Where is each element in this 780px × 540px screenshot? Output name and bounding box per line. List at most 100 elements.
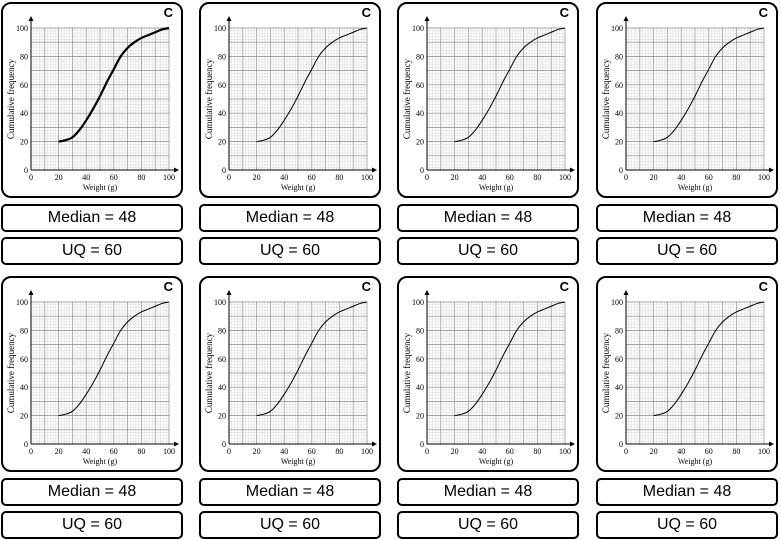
x-tick-label: 100 xyxy=(361,447,373,456)
y-tick-label: 100 xyxy=(214,298,226,307)
y-tick-label: 0 xyxy=(24,440,28,449)
x-tick-label: 20 xyxy=(55,447,63,456)
median-card[interactable]: Median = 48 xyxy=(199,204,381,232)
y-axis-title: Cumulative frequency xyxy=(402,58,412,139)
y-tick-label: 20 xyxy=(416,412,424,421)
y-tick-label: 80 xyxy=(20,52,28,61)
y-axis-arrow-icon xyxy=(623,16,629,21)
x-tick-label: 60 xyxy=(110,173,118,182)
x-axis-title: Weight (g) xyxy=(678,457,713,466)
median-card[interactable]: Median = 48 xyxy=(1,204,183,232)
x-tick-label: 60 xyxy=(506,447,514,456)
x-tick-label: 40 xyxy=(280,447,288,456)
grade-letter: C xyxy=(758,5,768,20)
upper-quartile-card[interactable]: UQ = 60 xyxy=(596,237,778,265)
x-tick-label: 100 xyxy=(758,173,770,182)
x-axis-arrow-icon xyxy=(372,441,377,447)
x-tick-label: 60 xyxy=(506,173,514,182)
y-tick-label: 40 xyxy=(615,109,623,118)
y-tick-label: 60 xyxy=(615,81,623,90)
x-tick-label: 60 xyxy=(705,173,713,182)
x-tick-label: 20 xyxy=(55,173,63,182)
cumulative-frequency-chart: 0 20 40 60 80 100 0 20 40 60 80 100 Weight (g) Cumula… xyxy=(601,16,774,192)
x-tick-label: 0 xyxy=(29,173,33,182)
y-axis-title: Cumulative frequency xyxy=(204,332,214,413)
y-tick-label: 20 xyxy=(416,138,424,147)
x-tick-label: 0 xyxy=(425,447,429,456)
grade-letter: C xyxy=(163,279,173,294)
x-tick-label: 100 xyxy=(559,173,571,182)
y-tick-label: 0 xyxy=(619,440,623,449)
x-axis-arrow-icon xyxy=(372,167,377,173)
x-tick-label: 0 xyxy=(624,447,628,456)
y-tick-label: 60 xyxy=(218,355,226,364)
x-tick-label: 0 xyxy=(227,447,231,456)
upper-quartile-card[interactable]: UQ = 60 xyxy=(199,511,381,539)
x-tick-label: 60 xyxy=(705,447,713,456)
x-tick-label: 0 xyxy=(227,173,231,182)
y-tick-label: 20 xyxy=(218,138,226,147)
y-tick-label: 40 xyxy=(416,383,424,392)
y-tick-label: 20 xyxy=(615,412,623,421)
y-axis-title: Cumulative frequency xyxy=(402,332,412,413)
upper-quartile-card[interactable]: UQ = 60 xyxy=(1,511,183,539)
x-tick-label: 60 xyxy=(110,447,118,456)
cumulative-frequency-curve xyxy=(454,27,566,143)
x-tick-label: 40 xyxy=(478,447,486,456)
median-card[interactable]: Median = 48 xyxy=(397,204,579,232)
median-card[interactable]: Median = 48 xyxy=(199,478,381,506)
chart-card: 0 20 40 60 80 100 0 20 40 60 80 100 Weight (g) Cumula… xyxy=(199,2,381,198)
y-tick-label: 60 xyxy=(218,81,226,90)
upper-quartile-card[interactable]: UQ = 60 xyxy=(596,511,778,539)
x-tick-label: 80 xyxy=(533,173,541,182)
y-tick-label: 0 xyxy=(24,166,28,175)
x-tick-label: 40 xyxy=(82,173,90,182)
median-card[interactable]: Median = 48 xyxy=(596,478,778,506)
y-tick-label: 80 xyxy=(615,326,623,335)
x-tick-label: 80 xyxy=(335,447,343,456)
x-tick-label: 80 xyxy=(335,173,343,182)
x-axis-title: Weight (g) xyxy=(479,183,514,192)
x-tick-label: 100 xyxy=(758,447,770,456)
x-axis-title: Weight (g) xyxy=(281,457,316,466)
x-axis-arrow-icon xyxy=(174,441,179,447)
upper-quartile-card[interactable]: UQ = 60 xyxy=(397,237,579,265)
cumulative-frequency-curve xyxy=(58,301,170,417)
median-card[interactable]: Median = 48 xyxy=(596,204,778,232)
y-tick-label: 80 xyxy=(416,52,424,61)
x-tick-label: 40 xyxy=(280,173,288,182)
y-tick-label: 40 xyxy=(416,109,424,118)
x-axis-title: Weight (g) xyxy=(479,457,514,466)
y-axis-arrow-icon xyxy=(424,290,430,295)
x-axis-arrow-icon xyxy=(769,441,774,447)
y-axis-arrow-icon xyxy=(226,290,232,295)
median-card[interactable]: Median = 48 xyxy=(1,478,183,506)
x-tick-label: 20 xyxy=(253,447,261,456)
y-tick-label: 60 xyxy=(20,355,28,364)
x-tick-label: 0 xyxy=(624,173,628,182)
cumulative-frequency-chart: 0 20 40 60 80 100 0 20 40 60 80 100 Weight (g) Cumula… xyxy=(204,16,377,192)
x-tick-label: 20 xyxy=(451,173,459,182)
y-axis-arrow-icon xyxy=(623,290,629,295)
cumulative-frequency-curve xyxy=(256,301,368,417)
cumulative-frequency-curve xyxy=(653,301,765,417)
upper-quartile-card[interactable]: UQ = 60 xyxy=(397,511,579,539)
y-axis-title: Cumulative frequency xyxy=(204,58,214,139)
x-tick-label: 80 xyxy=(732,173,740,182)
x-tick-label: 100 xyxy=(559,447,571,456)
y-tick-label: 20 xyxy=(218,412,226,421)
x-tick-label: 80 xyxy=(137,447,145,456)
upper-quartile-card[interactable]: UQ = 60 xyxy=(199,237,381,265)
y-axis-title: Cumulative frequency xyxy=(601,58,611,139)
cumulative-frequency-chart: 0 20 40 60 80 100 0 20 40 60 80 100 Weight (g) Cumula… xyxy=(6,290,179,466)
x-tick-label: 100 xyxy=(163,447,175,456)
y-tick-label: 80 xyxy=(218,52,226,61)
y-axis-arrow-icon xyxy=(28,290,34,295)
median-card[interactable]: Median = 48 xyxy=(397,478,579,506)
chart-card: 0 20 40 60 80 100 0 20 40 60 80 100 Weight (g) Cumula… xyxy=(199,276,381,472)
chart-card: 0 20 40 60 80 100 0 20 40 60 80 100 Weight (g) Cumula… xyxy=(397,2,579,198)
cumulative-frequency-chart: 0 20 40 60 80 100 0 20 40 60 80 100 Weight (g) Cumula… xyxy=(601,290,774,466)
y-tick-label: 40 xyxy=(20,109,28,118)
upper-quartile-card[interactable]: UQ = 60 xyxy=(1,237,183,265)
cumulative-frequency-curve xyxy=(454,301,566,417)
